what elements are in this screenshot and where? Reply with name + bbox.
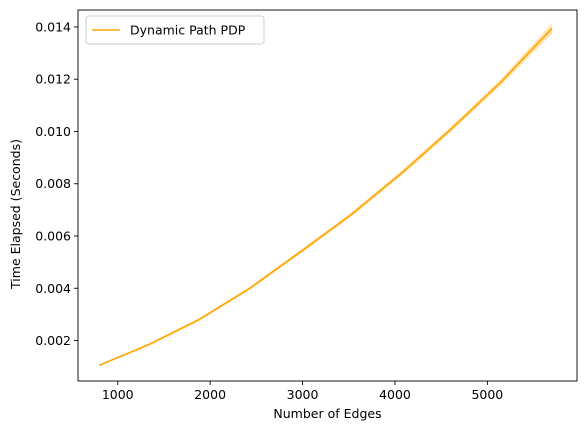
data-point-0-4 (300, 251, 302, 253)
x-tick-label-3: 4000 (379, 387, 411, 402)
x-tick-label-0: 1000 (102, 387, 134, 402)
legend-label-0: Dynamic Path PDP (130, 23, 246, 38)
data-point-0-9 (551, 27, 553, 29)
data-point-0-8 (500, 81, 502, 83)
data-point-0-0 (98, 365, 100, 367)
y-tick-label-6: 0.014 (35, 19, 71, 34)
x-tick-label-2: 3000 (287, 387, 319, 402)
x-tick-label-4: 5000 (471, 387, 503, 402)
axes: 1000 2000 3000 4000 5000 0.002 0.004 0.006 0.008… (35, 9, 578, 402)
y-tick-label-3: 0.008 (35, 176, 71, 191)
y-tick-label-1: 0.004 (35, 281, 71, 296)
axes-frame (77, 9, 578, 382)
y-tick-label-5: 0.012 (35, 72, 71, 87)
data-point-0-2 (198, 319, 200, 321)
plot-area (98, 23, 553, 367)
y-tick-label-0: 0.002 (35, 333, 71, 348)
legend: Dynamic Path PDP (85, 15, 265, 45)
y-tick-label-2: 0.006 (35, 228, 71, 243)
x-tick-label-1: 2000 (194, 387, 226, 402)
x-axis-label: Number of Edges (273, 406, 381, 421)
data-point-0-3 (249, 287, 251, 289)
y-axis-label: Time Elapsed (Seconds) (8, 139, 23, 290)
legend-box (85, 15, 265, 45)
series-line-0 (98, 27, 553, 367)
data-point-0-6 (401, 172, 403, 174)
data-point-0-1 (148, 344, 150, 346)
y-tick-label-4: 0.010 (35, 124, 71, 139)
data-point-0-7 (451, 128, 453, 130)
data-point-0-5 (350, 214, 352, 216)
